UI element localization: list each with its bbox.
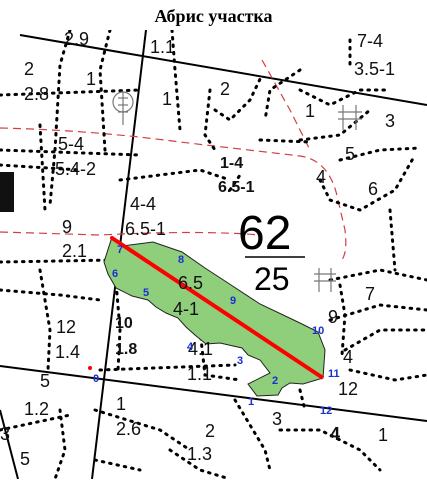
- plot-map: 62 25 2.9 1.1 7-4 3.5-1 2 2.8 1 1 2 1 3 …: [0, 28, 427, 481]
- map-label: 7-4: [357, 31, 384, 51]
- map-label: 6.5: [178, 273, 204, 293]
- map-title: Абрис участка: [154, 6, 273, 26]
- map-label: 6.5-1: [218, 179, 255, 196]
- map-label: 4.1: [188, 339, 214, 359]
- map-label: 12: [56, 317, 77, 337]
- map-label: 2: [205, 421, 216, 441]
- map-label: 1: [378, 425, 389, 445]
- dark-block: [0, 172, 14, 212]
- point-label: 4: [187, 341, 194, 353]
- point-label: 1: [248, 396, 255, 408]
- map-label: 10: [115, 315, 133, 332]
- quarter-number: 62: [238, 207, 292, 260]
- tree-icon: [112, 91, 134, 125]
- map-label: 7: [365, 284, 376, 304]
- map-label: 1: [116, 394, 127, 414]
- point-label: 3: [237, 355, 244, 367]
- map-label: 1.2: [24, 399, 50, 419]
- dashed-boundary: [0, 59, 347, 263]
- map-label: 5: [40, 371, 51, 391]
- map-label: 5-4: [58, 134, 85, 154]
- point-label: 10: [312, 325, 325, 337]
- map-label: 3: [272, 409, 283, 429]
- map-label: 1.4: [55, 342, 81, 362]
- map-label: 3.5-1: [354, 59, 396, 79]
- axis-line: [110, 236, 325, 380]
- map-label: 9: [62, 217, 73, 237]
- map-label: 2.6: [116, 419, 142, 439]
- map-label: 1.1: [150, 37, 176, 57]
- quarter-area: 25: [254, 261, 290, 297]
- map-label: 9: [328, 307, 339, 327]
- dotted-lines: [0, 28, 427, 481]
- point-label: 6: [112, 268, 119, 280]
- map-label: 5: [20, 449, 31, 469]
- map-label: 3: [385, 111, 396, 131]
- map-label: 2.1: [62, 241, 88, 261]
- map-label: 4-4: [130, 194, 157, 214]
- map-label: 12: [338, 379, 359, 399]
- map-label: 1.8: [115, 341, 138, 358]
- plot-polygon: [103, 236, 326, 397]
- map-label: 5.4-2: [55, 159, 97, 179]
- map-label: 2: [220, 79, 231, 99]
- map-label: 1-4: [220, 155, 244, 172]
- map-label: 2.9: [64, 29, 90, 49]
- point-label: 11: [328, 368, 340, 380]
- map-label: 1: [86, 69, 97, 89]
- tree-icon: [338, 105, 362, 130]
- map-label: 4: [316, 167, 327, 187]
- map-label: 3: [0, 424, 11, 444]
- map-label: 1: [162, 89, 173, 109]
- map-label: 2.8: [24, 84, 50, 104]
- point-label: 9: [230, 295, 237, 307]
- map-svg: [0, 28, 427, 481]
- map-label: 4: [330, 424, 341, 444]
- point-label: 5: [143, 287, 150, 299]
- point-label: 2: [272, 375, 279, 387]
- map-label: 2: [24, 59, 35, 79]
- map-label: 4: [343, 347, 354, 367]
- map-label: 1.3: [187, 444, 213, 464]
- point-label: 0: [93, 373, 100, 385]
- point-label: 12: [320, 405, 333, 417]
- point-label: 8: [178, 254, 185, 266]
- map-label: 6: [368, 179, 379, 199]
- map-label: 4-1: [173, 299, 200, 319]
- map-label: 5: [345, 144, 356, 164]
- point-label: 7: [117, 244, 124, 256]
- map-label: 6.5-1: [125, 219, 167, 239]
- tree-icon: [314, 268, 336, 292]
- map-label: 1.1: [187, 364, 213, 384]
- map-label: 1: [305, 101, 316, 121]
